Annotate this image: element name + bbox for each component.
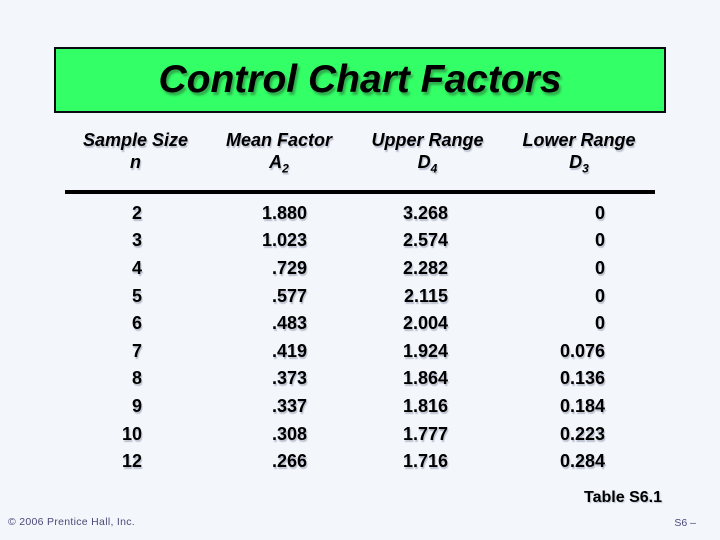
table-row: 10 .308 1.777 0.223: [65, 420, 655, 448]
table-cell: .729: [271, 258, 307, 279]
table-cell: 1.716: [402, 451, 448, 472]
table-row: 8 .373 1.864 0.136: [65, 365, 655, 393]
column-header-upper-range: Upper Range D4: [352, 130, 503, 180]
table-cell: 3.268: [402, 202, 448, 223]
table-cell: .419: [271, 340, 307, 361]
table-cell: .308: [271, 423, 307, 444]
table-row: 3 1.023 2.574 0: [65, 227, 655, 255]
table-cell: 0.223: [559, 423, 605, 444]
control-chart-factors-table: Sample Size n Mean Factor A2 Upper Range…: [65, 130, 655, 476]
table-row: 5 .577 2.115 0: [65, 282, 655, 310]
table-caption: Table S6.1: [584, 489, 662, 506]
table-cell: 12: [121, 451, 142, 472]
copyright-text: © 2006 Prentice Hall, Inc.: [8, 516, 136, 528]
column-header-label: Mean Factor: [225, 130, 333, 150]
table-cell: 2.574: [402, 230, 448, 251]
column-header-mean-factor: Mean Factor A2: [206, 130, 352, 180]
table-cell: .373: [271, 368, 307, 389]
table-cell: 1.816: [402, 396, 448, 417]
table-cell: 0: [594, 258, 605, 279]
table-cell: 1.777: [402, 423, 448, 444]
table-cell: .577: [271, 285, 307, 306]
column-header-symbol: n: [130, 152, 141, 172]
table-row: 7 .419 1.924 0.076: [65, 338, 655, 366]
column-header-lower-range: Lower Range D3: [503, 130, 655, 180]
table-cell: 0.184: [559, 396, 605, 417]
table-cell: 9: [131, 396, 142, 417]
table-cell: .266: [271, 451, 307, 472]
table-cell: 0.284: [559, 451, 605, 472]
table-cell: 0.136: [559, 368, 605, 389]
table-cell: .483: [271, 313, 307, 334]
table-cell: 0: [594, 285, 605, 306]
column-header-sample-size: Sample Size n: [65, 130, 206, 180]
table-cell: 2.004: [402, 313, 448, 334]
table-cell: 0: [594, 202, 605, 223]
table-row: 12 .266 1.716 0.284: [65, 448, 655, 476]
table-cell: 2.115: [403, 285, 448, 306]
table-row: 6 .483 2.004 0: [65, 310, 655, 338]
table-cell: 1.924: [402, 340, 448, 361]
table-cell: .337: [271, 396, 307, 417]
slide-title-bar: Control Chart Factors: [54, 47, 666, 113]
table-cell: 1.023: [261, 230, 307, 251]
table-cell: 1.880: [261, 202, 307, 223]
table-cell: 3: [131, 230, 142, 251]
table-cell: 2.282: [402, 258, 448, 279]
table-cell: 4: [131, 258, 142, 279]
column-header-symbol: D3: [569, 152, 589, 176]
column-header-label: Upper Range: [371, 130, 484, 150]
table-cell: 0.076: [559, 340, 605, 361]
table-cell: 6: [131, 313, 142, 334]
header-rule: [65, 189, 655, 194]
table-cell: 7: [131, 340, 142, 361]
table-row: 4 .729 2.282 0: [65, 255, 655, 283]
table-row: 2 1.880 3.268 0: [65, 200, 655, 228]
column-header-label: Sample Size: [82, 130, 189, 150]
column-header-symbol: D4: [417, 152, 438, 176]
table-cell: 0: [594, 313, 605, 334]
table-cell: 2: [131, 202, 142, 223]
table-cell: 8: [131, 368, 142, 389]
table-cell: 5: [131, 285, 142, 306]
column-header-symbol: A2: [269, 152, 289, 176]
column-header-label: Lower Range: [522, 130, 636, 150]
table-body: 2 1.880 3.268 0 3 1.023 2.574 0 4 .729 2.282 0 5 .577…: [65, 200, 655, 476]
table-row: 9 .337 1.816 0.184: [65, 393, 655, 421]
table-cell: 10: [121, 423, 142, 444]
table-cell: 1.864: [402, 368, 448, 389]
slide-number: S6 –: [674, 517, 696, 529]
table-cell: 0: [594, 230, 605, 251]
slide-title: Control Chart Factors: [158, 58, 562, 101]
table-header-row: Sample Size n Mean Factor A2 Upper Range…: [65, 130, 655, 180]
